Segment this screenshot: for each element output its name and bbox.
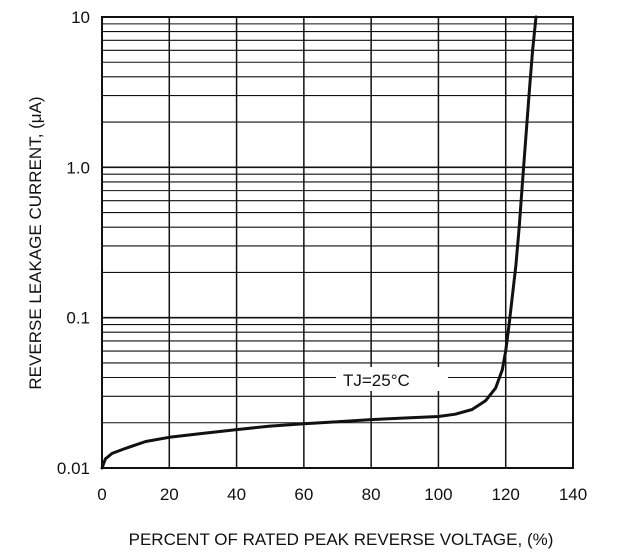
x-tick-label: 20 xyxy=(160,485,179,504)
x-tick-labels: 0 20 40 60 80 100 120 140 xyxy=(97,485,587,504)
grid xyxy=(102,17,573,468)
series-group xyxy=(100,15,538,470)
x-tick-label: 120 xyxy=(492,485,520,504)
x-tick-label: 60 xyxy=(294,485,313,504)
plot-frame xyxy=(101,16,574,469)
y-tick-label: 0.1 xyxy=(66,309,90,328)
x-tick-label: 100 xyxy=(424,485,452,504)
y-tick-label: 10 xyxy=(71,8,90,27)
plot-border xyxy=(101,16,574,469)
x-tick-label: 80 xyxy=(362,485,381,504)
annotation-background xyxy=(336,367,448,391)
x-tick-label: 140 xyxy=(559,485,587,504)
temperature-annotation: TJ=25°C xyxy=(343,371,410,390)
x-tick-label: 40 xyxy=(227,485,246,504)
y-tick-labels: 0.01 0.1 1.0 10 xyxy=(57,8,90,478)
y-tick-label: 1.0 xyxy=(66,158,90,177)
y-axis-label: REVERSE LEAKAGE CURRENT, (μA) xyxy=(26,96,45,389)
leakage-current-curve xyxy=(100,15,538,470)
y-tick-label: 0.01 xyxy=(57,459,90,478)
x-tick-label: 0 xyxy=(97,485,106,504)
x-axis-label: PERCENT OF RATED PEAK REVERSE VOLTAGE, (… xyxy=(129,530,554,549)
